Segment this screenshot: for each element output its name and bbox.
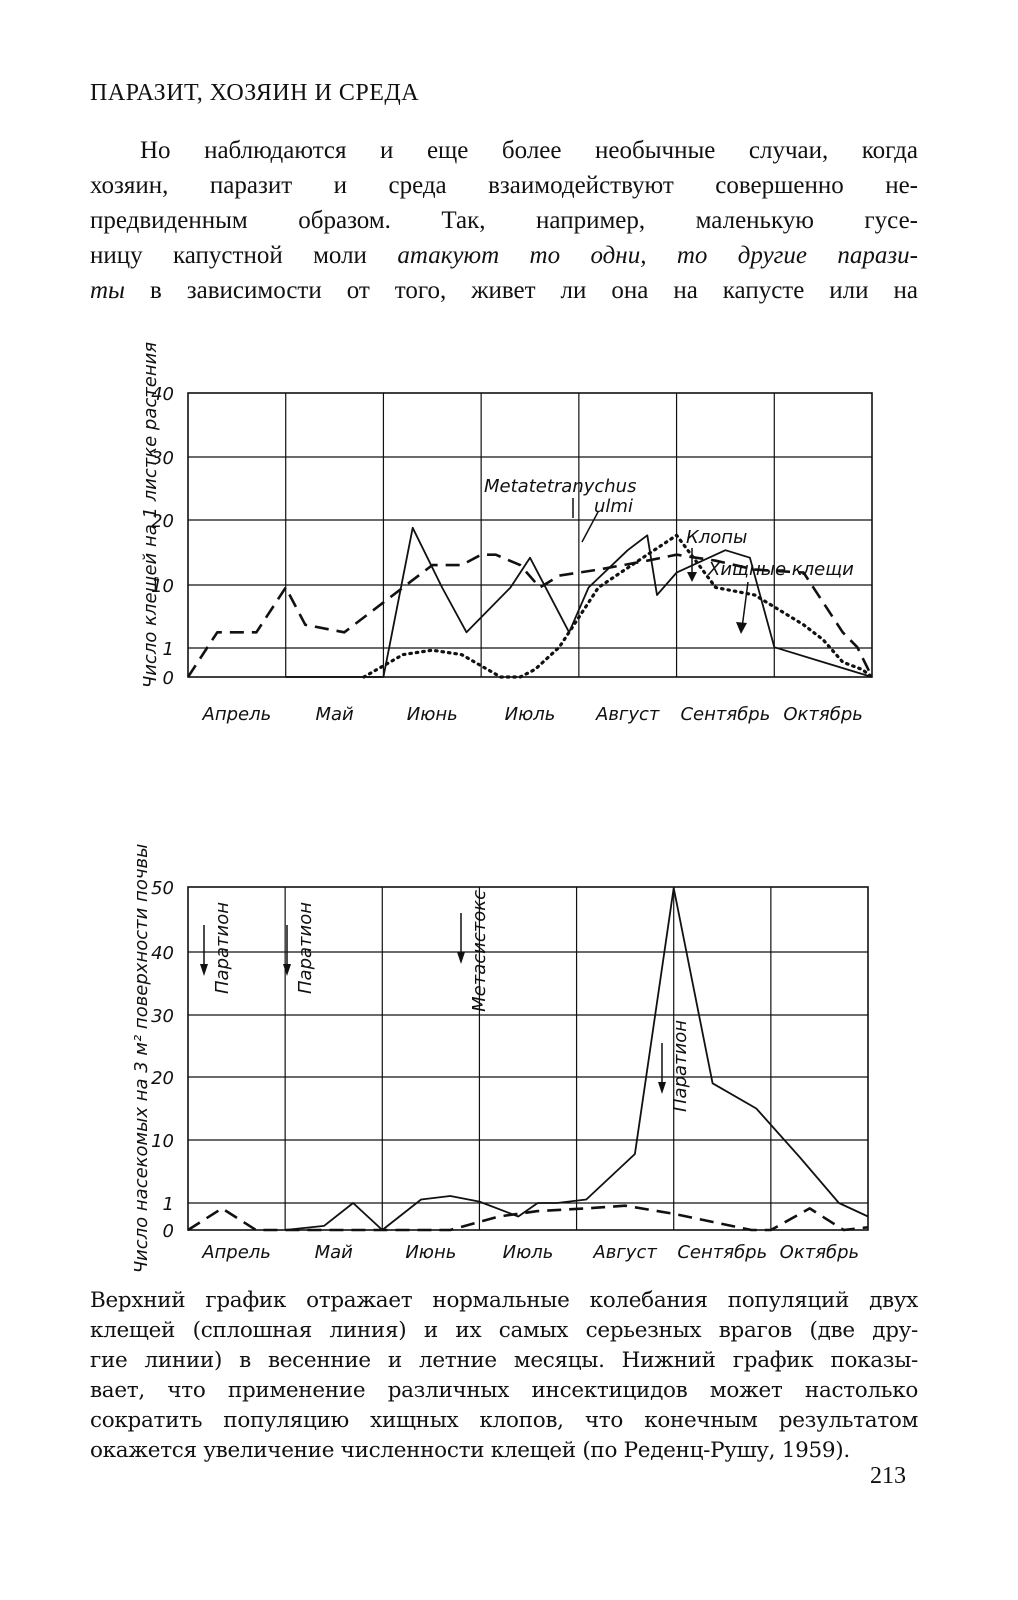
x-month-label: Май [315, 704, 354, 725]
y-tick-label: 20 [151, 1068, 174, 1089]
y-tick-label: 10 [151, 576, 174, 597]
annotation-pointer [581, 511, 599, 543]
annotation-species-name: Metatetranychus [484, 476, 636, 497]
treatment-label: Паратион [670, 1020, 691, 1112]
x-month-label: Июнь [405, 1242, 456, 1263]
caption-line: окажется увеличение численности клещей (… [90, 1438, 850, 1463]
arrow-head [457, 952, 465, 964]
y-tick-label: 1 [163, 1194, 174, 1215]
treatment-label: Метасистокс [469, 890, 490, 1012]
y-tick-label: 50 [151, 878, 174, 899]
x-month-label: Апрель [202, 704, 272, 725]
x-month-label: Октябрь [780, 1242, 860, 1263]
annotation-label-bugs: Клопы [686, 527, 747, 548]
series-line-dashed [187, 1204, 869, 1232]
italic-phrase: ты [90, 277, 125, 304]
y-tick-label: 40 [151, 384, 174, 405]
body-line: ницу капустной моли атакуют то одни, то … [90, 242, 918, 269]
y-tick-label: 1 [163, 639, 174, 660]
plot-frame [187, 886, 869, 1231]
x-month-label: Август [592, 1242, 657, 1263]
caption-line: вает, что применение различных инсектици… [90, 1378, 918, 1403]
arrow-head [658, 1082, 666, 1094]
body-line: ты в зависимости от того, живет ли она н… [90, 277, 918, 304]
x-month-label: Сентябрь [680, 704, 770, 725]
plot-frame [187, 392, 873, 678]
y-tick-label: 30 [151, 1006, 174, 1027]
x-month-label: Июнь [407, 704, 458, 725]
y-tick-label: 0 [163, 1221, 174, 1242]
arrow-head [200, 964, 208, 976]
arrow-head [736, 622, 747, 634]
body-line: Но наблюдаются и еще более необычные слу… [140, 137, 918, 164]
x-month-label: Июль [503, 1242, 554, 1263]
y-axis-label: Число насекомых на 3 м² поверхности почв… [131, 844, 152, 1274]
mites-population-chart: 0 1 10 20 30 40 Апрель Май Июнь Июль Август Сентябр… [140, 342, 874, 725]
annotation-label-mites: Хищные клещи [707, 559, 854, 580]
series-line-solid [285, 526, 873, 678]
italic-phrase: атакуют то одни, то другие парази- [397, 242, 918, 269]
y-axis-label: Число клещей на 1 листке растения [140, 342, 161, 688]
y-tick-label: 40 [151, 943, 174, 964]
arrow-head [687, 572, 697, 582]
series-line-solid [285, 887, 869, 1231]
x-month-label: Октябрь [783, 704, 863, 725]
x-month-label: Май [315, 1242, 354, 1263]
figure-caption: Верхний график отражает нормальные колеб… [90, 1286, 918, 1466]
y-tick-label: 30 [151, 448, 174, 469]
body-paragraph: Но наблюдаются и еще более необычные слу… [90, 133, 918, 308]
x-month-label: Август [595, 704, 660, 725]
x-month-label: Июль [505, 704, 556, 725]
caption-line: Верхний график отражает нормальные колеб… [90, 1288, 918, 1313]
y-tick-label: 10 [151, 1131, 174, 1152]
page-number: 213 [870, 1463, 906, 1489]
body-line: предвиденным образом. Так, например, мал… [90, 207, 918, 234]
x-month-label: Сентябрь [677, 1242, 767, 1263]
annotation-pointer [741, 581, 749, 629]
caption-line: клещей (сплошная линия) и их самых серье… [90, 1318, 918, 1343]
annotation-species-name: ulmi [594, 496, 633, 517]
treatment-label: Паратион [295, 902, 316, 994]
series-line-dotted [362, 533, 874, 679]
treatment-label: Паратион [212, 902, 233, 994]
caption-line: сократить популяцию хищных клопов, что к… [90, 1408, 918, 1433]
y-tick-label: 20 [151, 511, 174, 532]
body-line: хозяин, паразит и среда взаимодействуют … [90, 172, 918, 199]
x-month-label: Апрель [201, 1242, 271, 1263]
caption-line: гие линии) в весенние и летние месяцы. Н… [90, 1348, 918, 1373]
series-line-dashed [186, 553, 874, 678]
insects-population-chart: 0 1 10 20 30 40 50 Апрель Май Июнь Июль Август Сентя… [131, 844, 869, 1274]
arrow-head [283, 964, 291, 976]
y-tick-label: 0 [163, 668, 174, 689]
running-header: ПАРАЗИТ, ХОЗЯИН И СРЕДА [90, 80, 420, 106]
